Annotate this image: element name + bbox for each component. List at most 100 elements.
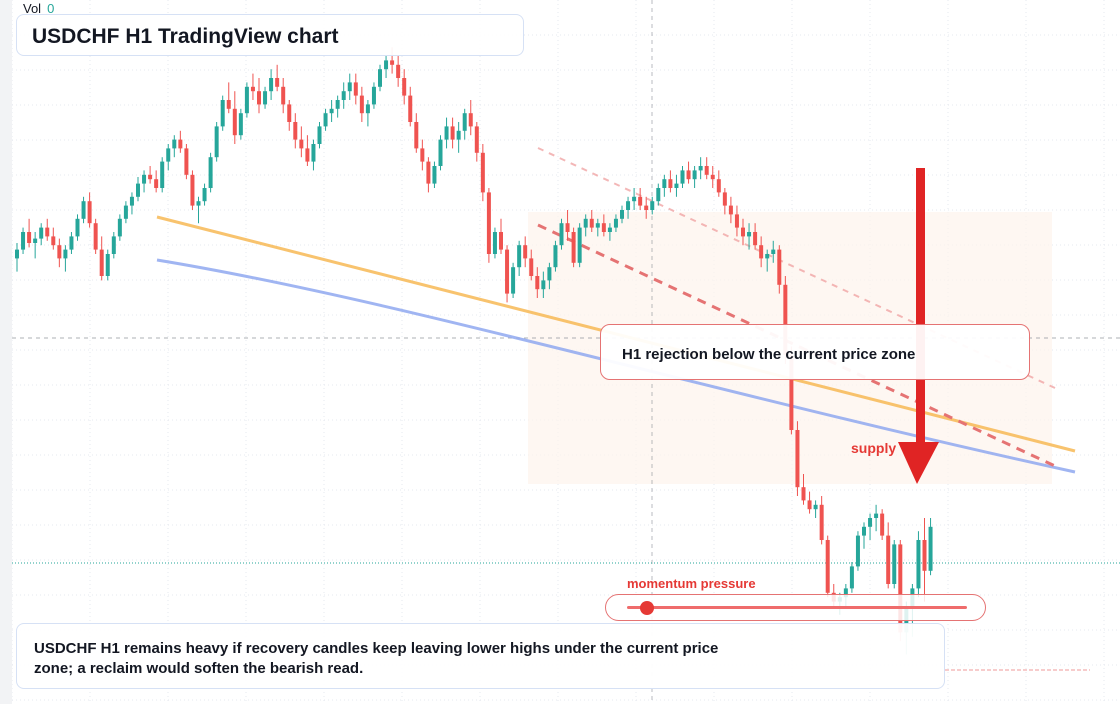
momentum-slider[interactable] (605, 594, 986, 621)
candle-body (601, 223, 606, 232)
candle-body (317, 126, 322, 144)
candle-body (759, 245, 764, 259)
rejection-callout: H1 rejection below the current price zon… (600, 324, 1030, 380)
candle-body (674, 183, 679, 188)
candle-body (105, 254, 110, 276)
candle-body (571, 232, 576, 263)
candle-body (559, 223, 564, 246)
candle-body (166, 148, 171, 162)
candle-body (928, 526, 933, 571)
candle-body (81, 201, 86, 219)
momentum-knob[interactable] (640, 601, 655, 615)
candle-body (456, 130, 461, 140)
candle-body (855, 535, 860, 567)
candle-body (33, 238, 38, 243)
candle-body (293, 122, 298, 140)
candle-body (323, 113, 328, 127)
candle-body (93, 223, 98, 250)
candle-body (390, 60, 395, 65)
candle-body (51, 236, 56, 246)
candle-body (438, 139, 443, 166)
candle-body (819, 504, 824, 540)
candle-body (287, 104, 292, 122)
candle-body (184, 148, 189, 175)
candle-body (916, 540, 921, 589)
left-scale-strip (0, 0, 12, 704)
candle-body (75, 218, 80, 237)
candle-body (226, 100, 231, 109)
volume-legend: Vol 0 (23, 1, 54, 16)
candle-body (136, 183, 140, 197)
candle-body (710, 174, 715, 180)
supply-label: supply (851, 440, 897, 456)
candle-body (250, 86, 255, 92)
chart-title: USDCHF H1 TradingView chart (32, 25, 339, 48)
candle-body (21, 232, 26, 250)
momentum-bar (627, 606, 967, 609)
candle-body (154, 179, 159, 188)
candle-body (99, 249, 104, 276)
candle-body (178, 139, 183, 149)
candle-body (686, 170, 691, 180)
candle-body (620, 210, 624, 219)
candle-body (63, 249, 68, 259)
candle-body (668, 179, 673, 188)
candle-body (886, 535, 891, 584)
candle-body (311, 144, 316, 162)
candle-body (371, 86, 376, 105)
candle-body (69, 236, 74, 250)
candle-body (214, 126, 219, 158)
candle-body (595, 223, 600, 228)
candle-body (632, 196, 637, 202)
candle-body (511, 267, 516, 294)
candle-body (378, 69, 382, 87)
candle-body (220, 100, 225, 127)
candle-body (807, 500, 812, 510)
candle-body (208, 157, 213, 188)
candle-body (765, 254, 770, 259)
candle-body (626, 201, 631, 210)
candle-body (499, 232, 503, 250)
candle-body (747, 232, 752, 237)
candle-body (329, 108, 334, 114)
candle-body (244, 86, 249, 114)
candle-body (547, 267, 552, 281)
candle-body (57, 245, 62, 259)
candle-body (553, 245, 558, 268)
candle-body (123, 205, 128, 219)
candle-body (432, 166, 437, 184)
candle-body (801, 487, 806, 501)
candle-body (795, 430, 800, 488)
candle-body (638, 196, 643, 206)
candle-body (783, 284, 788, 356)
candle-body (789, 355, 794, 430)
candle-body (874, 513, 879, 518)
candle-body (27, 232, 32, 243)
candle-body (190, 174, 195, 206)
candle-body (129, 196, 134, 206)
candle-body (898, 544, 903, 633)
candle-body (117, 218, 122, 237)
candle-body (275, 78, 280, 87)
candle-body (480, 152, 485, 193)
callout-text: H1 rejection below the current price zon… (622, 346, 916, 363)
candle-body (613, 218, 618, 228)
candle-body (232, 108, 237, 136)
candle-body (656, 188, 661, 202)
candle-body (305, 148, 310, 162)
candle-body (281, 86, 286, 105)
candle-body (196, 201, 201, 206)
candle-body (583, 218, 588, 228)
candle-body (359, 95, 364, 114)
candle-body (384, 60, 389, 70)
candle-body (396, 64, 401, 78)
candle-body (728, 205, 733, 215)
candle-body (529, 258, 534, 276)
volume-value: 0 (47, 1, 55, 16)
candle-body (680, 170, 685, 184)
candle-body (426, 161, 431, 184)
candle-body (880, 513, 885, 536)
candle-body (662, 179, 667, 188)
candle-body (722, 192, 727, 206)
candle-body (341, 91, 346, 100)
